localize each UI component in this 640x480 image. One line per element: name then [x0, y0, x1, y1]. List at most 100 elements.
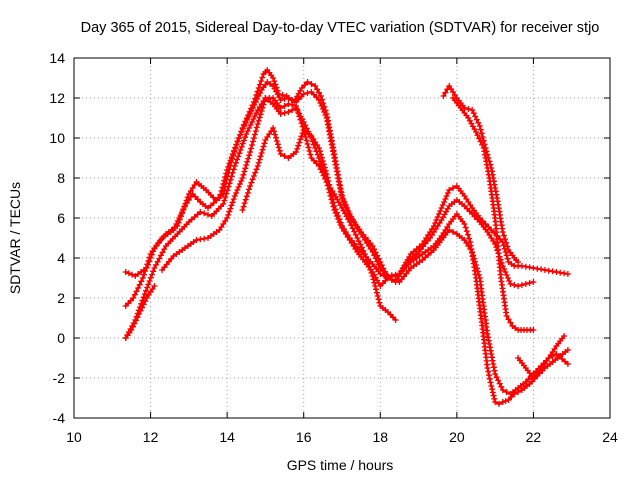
plus-marker [295, 142, 302, 149]
plus-marker [496, 380, 503, 387]
plus-marker [138, 278, 145, 285]
plus-marker [507, 319, 514, 326]
x-tick-label: 10 [66, 429, 82, 445]
plus-marker [472, 258, 478, 265]
plus-marker [234, 138, 241, 145]
plus-marker [371, 246, 378, 253]
plus-marker [503, 252, 510, 259]
plus-marker [474, 268, 481, 275]
plus-marker [254, 121, 261, 127]
plus-marker [277, 111, 284, 117]
plus-marker [476, 123, 483, 129]
x-tick-labels: 10 12 14 16 18 20 22 24 [66, 429, 618, 445]
plus-marker [218, 188, 225, 194]
plus-marker [443, 193, 450, 199]
plus-marker [271, 128, 277, 135]
plus-marker [139, 304, 146, 311]
plus-marker [259, 146, 266, 153]
plus-marker [380, 265, 387, 272]
plus-marker [133, 288, 140, 295]
plus-marker [226, 160, 233, 167]
plus-marker [371, 279, 378, 286]
plus-marker [142, 268, 149, 275]
plus-marker [372, 249, 379, 256]
plus-marker [224, 215, 231, 221]
plus-marker [479, 141, 486, 148]
plus-marker [492, 371, 499, 377]
plus-marker [505, 316, 512, 323]
plus-marker [149, 271, 155, 278]
plus-marker [450, 229, 456, 235]
plus-marker [228, 154, 235, 161]
plus-marker [485, 368, 492, 375]
plus-marker [538, 266, 545, 273]
plus-marker [327, 135, 334, 141]
plus-marker [258, 78, 265, 84]
plus-marker [228, 173, 235, 180]
plus-marker [499, 387, 506, 393]
plus-marker [253, 166, 260, 173]
plus-marker [158, 252, 164, 259]
plus-marker [351, 228, 358, 235]
plus-marker [344, 207, 351, 213]
series-sat-h [515, 333, 568, 381]
plus-marker [378, 262, 385, 269]
plus-marker [156, 255, 163, 262]
plus-marker [360, 247, 367, 254]
plus-marker [375, 296, 382, 303]
plus-marker [500, 232, 507, 239]
plus-marker [503, 272, 510, 278]
plus-marker [298, 120, 305, 127]
plus-marker [461, 221, 468, 227]
plus-marker [300, 91, 307, 97]
plus-marker [259, 74, 266, 81]
plus-marker [377, 271, 384, 277]
plus-marker [465, 106, 472, 112]
plus-marker [324, 118, 331, 125]
plus-marker [224, 167, 231, 173]
plus-marker [159, 249, 166, 256]
plus-marker [226, 180, 233, 187]
plus-marker [495, 377, 502, 384]
plus-marker [131, 320, 138, 327]
plus-marker [504, 255, 511, 262]
plus-marker [305, 144, 312, 151]
plus-marker [320, 161, 327, 168]
plus-marker [479, 218, 486, 224]
plus-marker [332, 206, 339, 213]
plus-marker [354, 235, 361, 241]
plus-marker [244, 158, 251, 165]
plus-marker [530, 327, 537, 333]
plus-marker [318, 154, 325, 161]
y-tick-labels: -4 -2 0 2 4 6 8 10 12 14 [49, 50, 65, 426]
plus-marker [285, 101, 292, 107]
plus-marker [368, 269, 375, 276]
series-sat-a [122, 67, 571, 279]
plus-marker [316, 163, 322, 169]
plus-marker [197, 209, 204, 215]
plus-marker [442, 89, 449, 96]
plus-marker [355, 238, 362, 245]
plus-marker [433, 217, 440, 223]
plus-marker [296, 139, 303, 146]
plus-marker [341, 201, 348, 207]
y-tick-label: 8 [57, 170, 65, 186]
plus-marker [346, 219, 353, 225]
plus-marker [317, 148, 323, 155]
y-tick-label: 10 [49, 130, 65, 146]
plus-marker [220, 181, 227, 187]
plus-marker [369, 273, 376, 279]
plus-marker [323, 171, 330, 177]
plus-marker [476, 135, 483, 142]
plus-marker [490, 361, 497, 367]
plus-marker [294, 145, 301, 152]
plus-marker [489, 386, 496, 393]
plus-marker [273, 138, 280, 144]
plus-marker [331, 203, 338, 209]
plus-marker [469, 107, 476, 113]
plus-marker [242, 196, 249, 203]
plus-marker [561, 333, 568, 339]
plus-marker [473, 116, 480, 123]
plus-marker [336, 216, 343, 223]
plus-marker [439, 202, 446, 208]
